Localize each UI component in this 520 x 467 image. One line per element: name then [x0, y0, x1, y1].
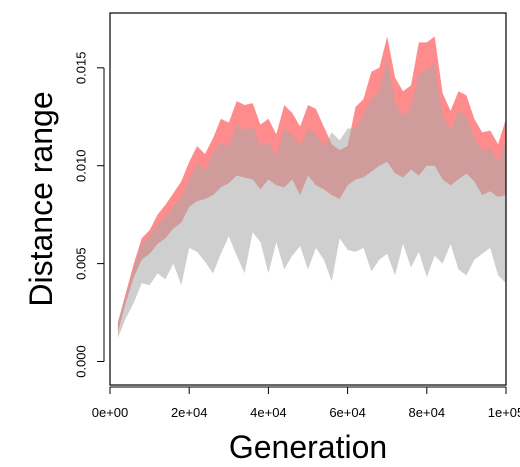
band-series-2: [117, 58, 507, 338]
x-tick-label: 8e+04: [409, 405, 446, 420]
x-tick-label: 1e+05: [488, 405, 520, 420]
x-tick-label: 2e+04: [171, 405, 208, 420]
y-axis-title: Distance range: [23, 91, 59, 306]
y-tick-label: 0.005: [73, 247, 88, 280]
y-tick-label: 0.010: [73, 149, 88, 182]
y-axis: 0.000 0.005 0.010 0.015: [73, 52, 105, 378]
x-axis: 0e+00 2e+04 4e+04 6e+04 8e+04 1e+05: [92, 386, 520, 420]
y-tick-label: 0.015: [73, 52, 88, 85]
x-tick-label: 0e+00: [92, 405, 129, 420]
x-tick-label: 6e+04: [329, 405, 366, 420]
x-axis-title: Generation: [229, 429, 387, 465]
plot-frame: [109, 12, 507, 386]
y-tick-label: 0.000: [73, 345, 88, 378]
x-tick-label: 4e+04: [250, 405, 287, 420]
distance-bands: [117, 36, 507, 338]
